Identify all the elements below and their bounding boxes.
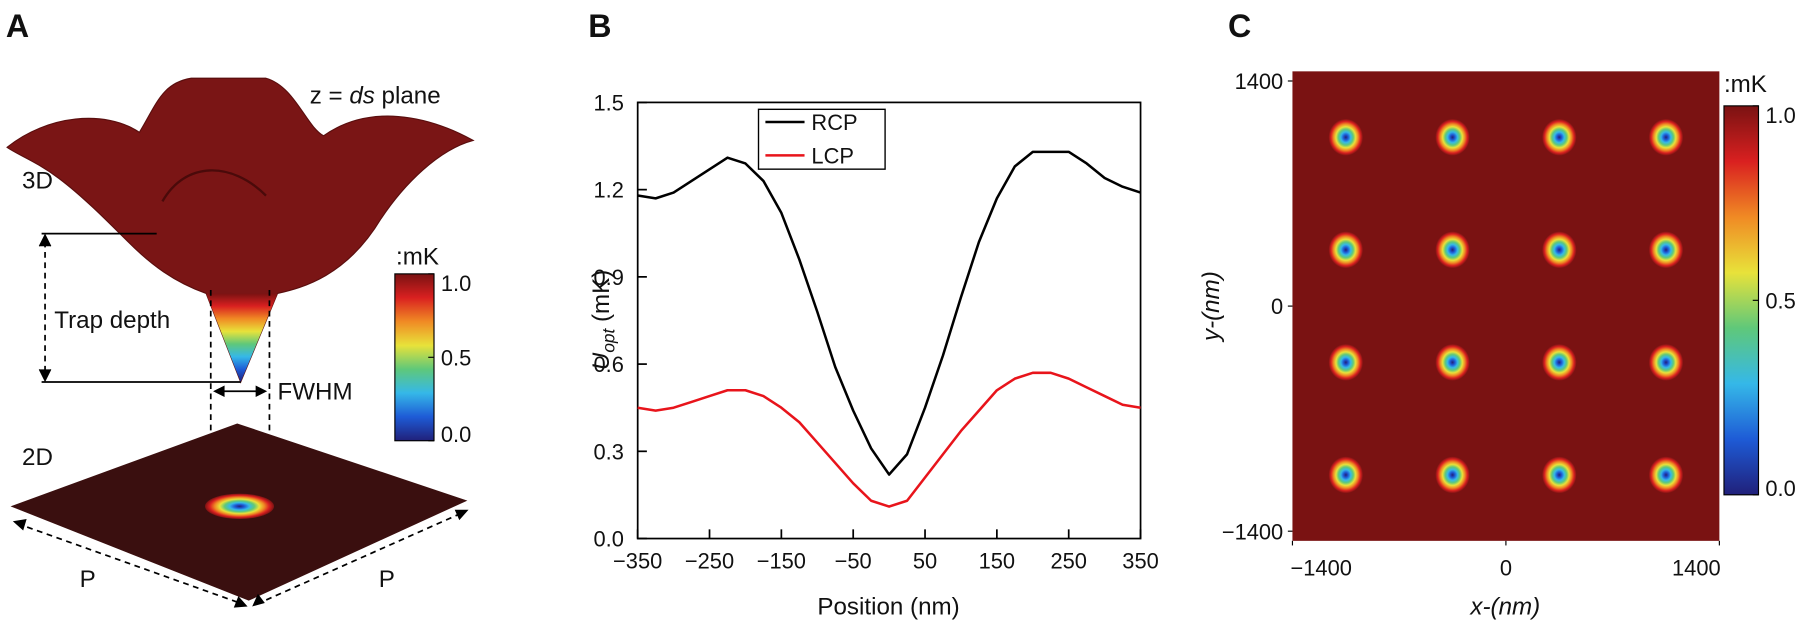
period-arrow (17, 522, 244, 605)
period-label: P (379, 566, 395, 593)
trap-spot (1542, 118, 1577, 156)
y-tick-label: 0.6 (593, 352, 623, 377)
trap-spot (1542, 343, 1577, 381)
colorbar-tick-label: 0.5 (1765, 288, 1795, 313)
x-tick-label: −250 (685, 548, 734, 573)
legend-label: RCP (811, 110, 857, 135)
y-tick-label: 0.3 (593, 439, 623, 464)
x-tick-label: 250 (1050, 548, 1086, 573)
data-line (637, 371, 1141, 508)
trap-spot (1648, 343, 1684, 381)
trap-spot (1648, 456, 1684, 494)
trap-spot (1435, 118, 1470, 156)
x-tick-label: −1400 (1291, 555, 1352, 580)
colorbar-tick-label: 1.0 (1765, 103, 1795, 128)
y-axis-label-part: opt (599, 328, 619, 353)
y-tick-label: 1.5 (593, 90, 623, 115)
period-arrow (256, 511, 465, 605)
colorbar-tick-label: 0.0 (441, 422, 471, 447)
x-tick-label: −350 (613, 548, 662, 573)
y-axis-label: Uopt (mK) (588, 270, 619, 370)
x-tick-label: 0 (1500, 555, 1512, 580)
x-tick-label: −50 (835, 548, 872, 573)
y-axis-label: y-(nm) (1198, 271, 1225, 343)
y-tick-label: 1.2 (593, 178, 623, 203)
trap-spot (1648, 231, 1684, 269)
y-tick-label: −1400 (1222, 519, 1283, 544)
label-2d: 2D (22, 444, 53, 471)
trap-spot (1542, 231, 1577, 269)
colorbar-label: :mK (396, 244, 439, 271)
surface-shade (161, 169, 267, 202)
colorbar (394, 273, 435, 442)
panel-letter: C (1228, 8, 1251, 44)
label-3d: 3D (22, 168, 53, 195)
x-tick-label: 50 (913, 548, 937, 573)
plot-frame (636, 101, 1142, 540)
plane-label: z = ds plane (310, 83, 441, 110)
x-tick-label: 150 (979, 548, 1015, 573)
x-axis-label: Position (nm) (817, 593, 959, 620)
legend-label: LCP (811, 143, 854, 168)
y-tick-label: 1400 (1235, 69, 1284, 94)
trap-spot (205, 493, 275, 519)
panel-letter: B (588, 8, 611, 44)
x-axis-label: x-(nm) (1469, 593, 1540, 620)
trap-spot (1328, 118, 1364, 156)
plane-label-part: ds (349, 83, 375, 110)
y-tick-label: 0.9 (593, 265, 623, 290)
plane-label-part: plane (375, 83, 441, 110)
legend-box (757, 108, 886, 170)
colorbar-tick-label: 0.5 (441, 345, 471, 370)
trap-spot (1328, 456, 1364, 494)
fwhm-label: FWHM (278, 378, 353, 405)
panel-letter: A (6, 8, 29, 44)
arrow-head (38, 233, 52, 383)
y-axis-label-part: U (588, 352, 615, 370)
trap-spot (1542, 456, 1577, 494)
x-tick-label: 350 (1122, 548, 1158, 573)
trap-spot (1328, 343, 1364, 381)
trap-depth-label: Trap depth (54, 307, 170, 334)
x-tick-label: 1400 (1672, 555, 1721, 580)
colorbar-tick-label: 0.0 (1765, 476, 1795, 501)
plane-label-part: z = (310, 83, 350, 110)
trap-spot (1435, 231, 1470, 269)
x-tick-label: −150 (757, 548, 806, 573)
trap-spot (1435, 456, 1470, 494)
trap-cone (206, 293, 278, 383)
y-axis-label-part: (mK) (588, 270, 615, 329)
heatmap-background (1292, 71, 1720, 541)
trap-spot (1328, 231, 1364, 269)
data-line (637, 150, 1141, 476)
colorbar-tick-label: 1.0 (441, 271, 471, 296)
period-label: P (80, 566, 96, 593)
trap-spot (1435, 343, 1470, 381)
colorbar-label: :mK (1724, 71, 1767, 98)
y-tick-label: 0 (1271, 294, 1283, 319)
trap-spot (1648, 118, 1684, 156)
y-tick-label: 0.0 (593, 527, 623, 552)
arrow-head (213, 385, 268, 398)
